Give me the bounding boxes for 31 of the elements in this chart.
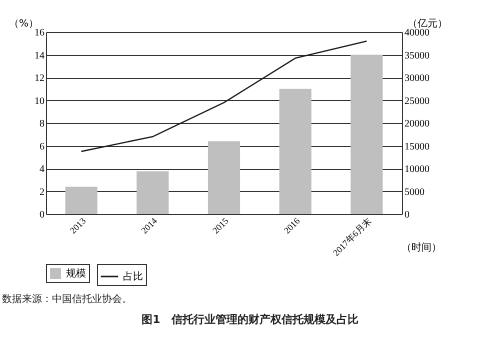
text: 图1 信托行业管理的财产权信托规模及占比 (140, 312, 360, 327)
y2-tick-label: 5000 (404, 186, 424, 198)
legend-label: 规模 (66, 268, 86, 280)
y2-tick-label: 10000 (404, 164, 430, 175)
bar (136, 171, 169, 214)
y2-tick-label: 40000 (404, 28, 430, 38)
source-note: 数据来源：中国信托业协会。 (2, 292, 133, 306)
y2-tick-label: 25000 (404, 96, 430, 107)
y-tick-label: 14 (34, 50, 44, 62)
y2-tick-label: 35000 (404, 50, 430, 62)
line-series (80, 40, 368, 152)
y2-tick-label: 0 (404, 210, 410, 220)
legend-label: 占比 (123, 270, 143, 282)
y-axis-title: （%） (8, 18, 38, 30)
bar (65, 186, 98, 214)
y-tick-label: 10 (34, 96, 44, 107)
y-tick-label: 6 (40, 141, 44, 152)
y-tick-label: 4 (40, 164, 44, 175)
bar (350, 54, 383, 214)
x-axis-title: （时间） (402, 242, 442, 254)
y-tick-label: 16 (34, 28, 44, 38)
y-tick-label: 8 (40, 118, 44, 130)
y-tick-label: 2 (40, 186, 44, 198)
y2-tick-label: 30000 (404, 73, 430, 84)
y2-tick-label: 15000 (404, 141, 430, 152)
y-tick-label: 12 (34, 73, 44, 84)
bar (208, 141, 240, 214)
y-tick-label: 0 (40, 210, 44, 220)
bar (279, 88, 312, 214)
y2-tick-label: 20000 (404, 118, 430, 130)
y2-axis-title: （亿元） (408, 18, 448, 30)
